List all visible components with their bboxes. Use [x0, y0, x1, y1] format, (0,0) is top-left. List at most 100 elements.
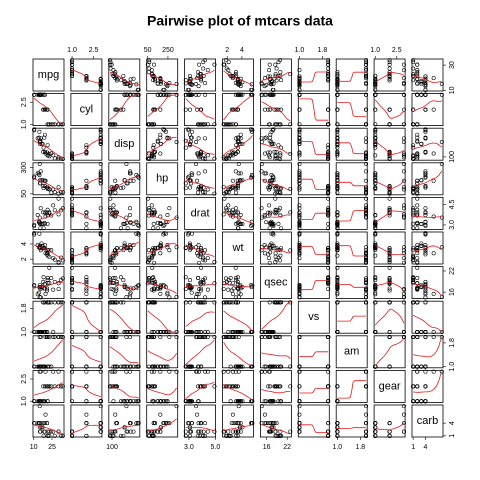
point — [187, 81, 192, 86]
point — [419, 178, 424, 183]
smooth-line — [33, 97, 64, 125]
smooth-line — [412, 100, 443, 113]
point — [111, 68, 116, 73]
point — [276, 143, 281, 148]
point — [387, 151, 392, 156]
point — [387, 257, 392, 262]
panel-frame — [222, 231, 254, 265]
point — [272, 149, 277, 154]
point — [196, 429, 201, 434]
smooth-line — [299, 279, 329, 291]
x-tick-label: 1.8 — [355, 444, 365, 451]
point — [70, 275, 75, 280]
point — [98, 161, 103, 166]
smooth-line — [71, 424, 101, 434]
point — [401, 412, 406, 417]
point — [267, 429, 272, 434]
smooth-line — [185, 180, 215, 189]
point — [266, 185, 271, 190]
point — [205, 122, 210, 127]
point — [259, 404, 264, 409]
point — [364, 150, 369, 155]
point — [149, 68, 154, 73]
point — [70, 185, 75, 190]
point — [230, 280, 235, 285]
point — [269, 181, 274, 186]
point — [45, 399, 50, 404]
point — [278, 433, 283, 438]
point — [162, 87, 167, 92]
point — [111, 399, 116, 404]
point — [373, 128, 378, 133]
point — [415, 62, 420, 67]
point — [84, 433, 89, 438]
point — [203, 92, 208, 97]
point — [415, 191, 420, 196]
point — [43, 251, 48, 256]
point — [56, 191, 61, 196]
point — [52, 433, 57, 438]
point — [326, 73, 331, 78]
point — [415, 68, 420, 73]
point — [439, 161, 444, 166]
point — [196, 84, 201, 89]
point — [212, 191, 217, 196]
point — [183, 92, 188, 97]
smooth-line — [147, 418, 177, 432]
point — [335, 76, 340, 81]
point — [279, 107, 284, 112]
point — [47, 433, 52, 438]
point — [205, 153, 210, 158]
point — [189, 171, 194, 176]
point — [167, 295, 172, 300]
smooth-line — [412, 170, 443, 187]
smooth-line — [261, 248, 291, 254]
panel-frame — [297, 369, 330, 403]
point — [415, 251, 420, 256]
point — [113, 178, 118, 183]
point — [37, 330, 42, 335]
point — [268, 210, 273, 215]
point — [411, 72, 416, 77]
point — [267, 212, 272, 217]
point — [153, 149, 158, 154]
point — [221, 155, 226, 160]
point — [269, 231, 274, 236]
point — [240, 399, 245, 404]
smooth-line — [374, 338, 405, 366]
point — [198, 433, 203, 438]
point — [373, 277, 378, 282]
panel-frame — [259, 335, 292, 369]
point — [262, 364, 267, 369]
point — [84, 330, 89, 335]
point — [108, 66, 113, 71]
panel-frame — [32, 404, 65, 438]
point — [108, 60, 113, 65]
point — [221, 185, 226, 190]
point — [415, 260, 420, 265]
point — [411, 206, 416, 211]
point — [288, 122, 293, 127]
panel-frame — [222, 404, 254, 438]
point — [335, 72, 340, 77]
point — [56, 196, 61, 201]
variable-label: qsec — [264, 277, 288, 289]
point — [37, 245, 42, 250]
x-tick-label: 5.0 — [211, 444, 221, 451]
point — [269, 139, 274, 144]
point — [158, 330, 163, 335]
panel-frame — [297, 58, 330, 92]
point — [60, 276, 65, 281]
point — [230, 369, 235, 374]
point — [273, 153, 278, 158]
point — [236, 140, 241, 145]
point — [52, 334, 57, 339]
point — [45, 185, 50, 190]
x-tick-label: 2.5 — [89, 47, 99, 54]
point — [423, 212, 428, 217]
point — [249, 364, 254, 369]
smooth-line — [185, 244, 215, 258]
point — [122, 399, 127, 404]
point — [187, 277, 192, 282]
point — [135, 87, 140, 92]
